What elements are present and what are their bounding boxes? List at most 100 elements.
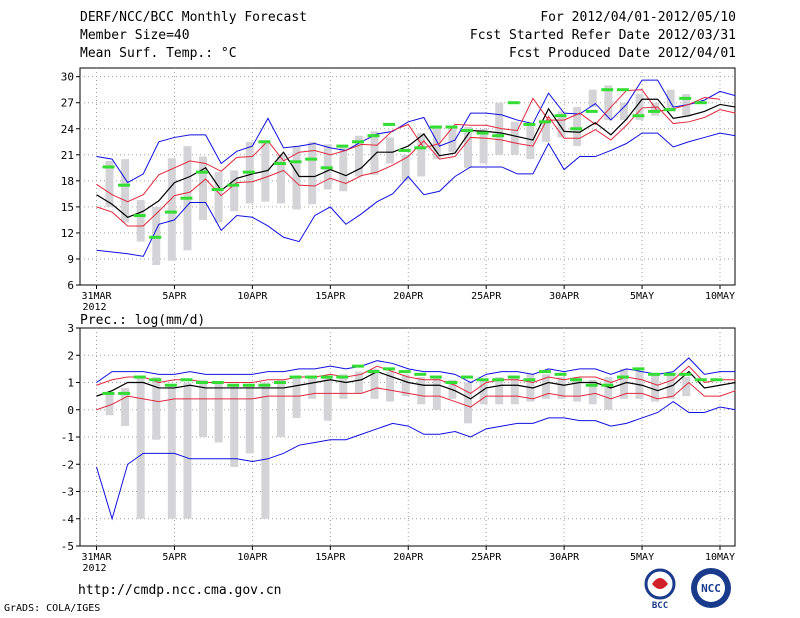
prec-xtick-label: 5APR — [162, 552, 187, 563]
ncc-logo-inner — [697, 574, 725, 602]
temp-obs-bar — [308, 141, 317, 205]
temp-obs-bar — [666, 89, 675, 112]
prec-obs-bar — [432, 377, 441, 410]
prec-ytick-label: 3 — [67, 322, 74, 335]
prec-obs-bar — [214, 382, 223, 443]
bcc-logo-text: BCC — [652, 601, 668, 610]
prec-obs-bar — [401, 374, 410, 397]
ncc-logo-text: NCC — [701, 582, 721, 595]
temp-obs-bar — [573, 107, 582, 147]
prec-obs-bar — [261, 382, 270, 519]
temp-obs-bar — [526, 124, 535, 160]
temp-obs-bar — [136, 199, 145, 242]
temp-obs-bar — [448, 127, 457, 153]
prec-obs-bar — [339, 374, 348, 399]
prec-ensemble-mean-line — [96, 370, 736, 400]
prec-xtick-label: 31MAR — [81, 552, 112, 563]
forecast-produced-date: Fcst Produced Date 2012/04/01 — [509, 46, 736, 61]
temp-obs-bar — [635, 94, 644, 121]
temp-obs-bar — [510, 121, 519, 155]
prec-ytick-label: 0 — [67, 404, 74, 417]
prec-xtick-label: 30APR — [549, 552, 580, 563]
temp-obs-bar — [354, 135, 363, 177]
grads-credit: GrADS: COLA/IGES — [4, 603, 101, 614]
prec-obs-bar — [495, 377, 504, 405]
temp-obs-bar — [339, 146, 348, 192]
prec-obs-bar — [167, 385, 176, 519]
bcc-logo: BCC — [644, 568, 676, 610]
temp-obs-bar — [557, 111, 566, 138]
prec-obs-bar — [370, 368, 379, 399]
prec-obs-bar — [479, 379, 488, 405]
temp-obs-bar — [199, 156, 208, 220]
prec-obs-bar — [105, 393, 114, 416]
temp-ytick-label: 27 — [61, 97, 74, 110]
prec-spread-lower-line — [96, 381, 736, 411]
temp-ytick-label: 30 — [61, 71, 74, 84]
temp-xtick-label: 25APR — [471, 291, 502, 302]
temp-envelope-lower-line — [96, 132, 736, 257]
temp-ytick-label: 21 — [61, 149, 74, 162]
prec-obs-bar — [354, 371, 363, 394]
prec-xtick-label: 5MAY — [630, 552, 654, 563]
prec-obs-bar — [651, 374, 660, 402]
prec-obs-bar — [136, 377, 145, 519]
temp-obs-bar — [464, 127, 473, 168]
prec-ytick-label: 2 — [67, 349, 74, 362]
variable-label: Mean Surf. Temp.: °C — [80, 46, 237, 61]
forecast-period: For 2012/04/01-2012/05/10 — [540, 10, 736, 25]
temp-obs-bar — [292, 146, 301, 210]
prec-obs-bar — [417, 377, 426, 405]
temp-obs-bar — [432, 127, 441, 160]
temp-xtick-year: 2012 — [83, 302, 107, 313]
prec-ytick-label: -5 — [61, 540, 74, 553]
temp-obs-bar — [230, 170, 239, 212]
temp-ytick-label: 24 — [61, 123, 75, 136]
prec-obs-bar — [386, 371, 395, 402]
prec-xtick-label: 20APR — [393, 552, 424, 563]
temp-xtick-label: 5MAY — [630, 291, 654, 302]
prec-ytick-label: -3 — [61, 486, 74, 499]
temp-obs-bar — [261, 141, 270, 202]
prec-xtick-year: 2012 — [83, 563, 107, 574]
prec-obs-bar — [588, 379, 597, 405]
prec-obs-bar — [308, 377, 317, 399]
prec-xtick-label: 10APR — [237, 552, 268, 563]
temp-xtick-label: 10APR — [237, 291, 268, 302]
temp-obs-bar — [121, 159, 130, 223]
temp-obs-bar — [214, 172, 223, 223]
chart-title: DERF/NCC/BCC Monthly Forecast — [80, 10, 307, 25]
forecast-start-date: Fcst Started Refer Date 2012/03/31 — [469, 28, 736, 43]
temp-obs-bar — [541, 120, 550, 142]
prec-obs-bar — [121, 387, 130, 427]
prec-obs-bar — [245, 385, 254, 454]
temp-obs-bar — [651, 102, 660, 116]
prec-obs-bar — [541, 374, 550, 399]
prec-obs-bar — [682, 377, 691, 397]
temp-xtick-label: 31MAR — [81, 291, 112, 302]
prec-obs-bar — [464, 382, 473, 424]
temp-ytick-label: 18 — [61, 175, 74, 188]
temp-envelope-upper-line — [96, 79, 736, 184]
prec-obs-bar — [292, 377, 301, 418]
prec-obs-bar — [183, 382, 192, 519]
temp-xtick-label: 20APR — [393, 291, 424, 302]
prec-obs-bar — [276, 379, 285, 437]
bcc-logo-ring — [644, 568, 676, 600]
prec-envelope-upper-line — [96, 357, 736, 384]
prec-ytick-label: -4 — [61, 513, 75, 526]
temp-ytick-label: 12 — [61, 227, 74, 240]
ncc-logo: NCC — [691, 568, 731, 608]
bcc-logo-mark — [652, 578, 668, 589]
prec-obs-bar — [323, 377, 332, 421]
prec-envelope-lower-line — [96, 400, 736, 521]
source-url[interactable]: http://cmdp.ncc.cma.gov.cn — [78, 583, 282, 598]
prec-obs-bar — [230, 385, 239, 467]
prec-obs-bar — [604, 377, 613, 410]
temp-obs-bar — [588, 89, 597, 108]
prec-obs-bar — [573, 377, 582, 402]
temp-obs-bar — [417, 133, 426, 177]
